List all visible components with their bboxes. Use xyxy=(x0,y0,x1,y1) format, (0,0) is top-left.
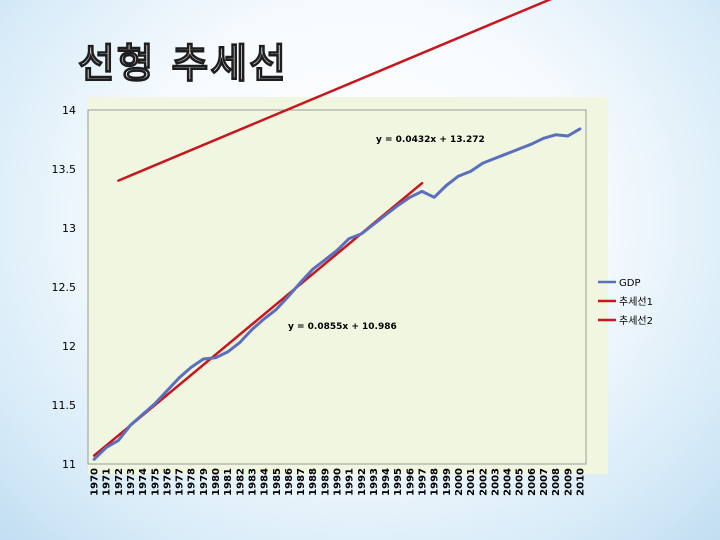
y-axis: 11 11.5 12 12.5 13 13.5 14 xyxy=(52,104,77,471)
x-tick-label: 1997 xyxy=(418,468,429,496)
x-tick-label: 1981 xyxy=(223,468,234,496)
plot-area xyxy=(87,109,587,465)
x-tick-label: 1991 xyxy=(345,468,356,496)
x-tick-label: 2007 xyxy=(539,468,550,496)
x-tick-label: 1999 xyxy=(442,468,453,496)
x-tick-label: 2003 xyxy=(490,468,501,496)
x-tick-label: 1979 xyxy=(199,468,210,496)
x-tick-label: 2000 xyxy=(454,468,465,496)
trend-line-2 xyxy=(117,0,552,182)
x-tick-label: 1988 xyxy=(308,468,319,496)
x-tick-label: 1986 xyxy=(284,468,295,496)
legend-label-1: GDP xyxy=(619,278,640,289)
x-tick-label: 1972 xyxy=(114,468,125,496)
y-tick-label: 11 xyxy=(62,458,76,471)
x-tick-label: 1992 xyxy=(357,468,368,496)
x-tick-label: 1996 xyxy=(405,468,416,496)
x-tick-label: 1982 xyxy=(235,468,246,496)
y-tick-label: 13 xyxy=(62,222,76,235)
x-tick-label: 2008 xyxy=(551,468,562,496)
x-tick-label: 1978 xyxy=(187,468,198,496)
trend-equations: y = 0.0855x + 10.986 y = 0.0432x + 13.272 xyxy=(288,135,485,332)
x-tick-label: 1980 xyxy=(211,468,222,496)
y-tick-label: 12 xyxy=(62,340,76,353)
x-tick-label: 2002 xyxy=(478,468,489,496)
y-tick-label: 12.5 xyxy=(52,281,77,294)
legend: GDP 추세선1 추세선2 xyxy=(598,278,653,327)
x-tick-label: 2010 xyxy=(575,468,586,496)
x-tick-label: 1976 xyxy=(163,468,174,496)
x-tick-label: 1995 xyxy=(393,468,404,496)
slide-title: 선형 추세선 xyxy=(77,40,288,87)
x-tick-label: 1974 xyxy=(138,468,149,496)
trend-equation-1: y = 0.0855x + 10.986 xyxy=(288,322,397,332)
x-tick-label: 1987 xyxy=(296,468,307,496)
y-tick-label: 14 xyxy=(62,104,76,117)
x-tick-label: 2001 xyxy=(466,468,477,496)
x-tick-label: 1970 xyxy=(90,468,101,496)
x-tick-label: 1990 xyxy=(333,468,344,496)
x-tick-label: 1975 xyxy=(150,468,161,496)
legend-label-2: 추세선1 xyxy=(619,296,653,308)
x-axis: 1970 1971 1972 1973 1974 1975 1976 1977 1978 1979… xyxy=(90,468,587,496)
x-tick-label: 1993 xyxy=(369,468,380,496)
trend-equation-2: y = 0.0432x + 13.272 xyxy=(376,135,485,145)
x-tick-label: 2005 xyxy=(515,468,526,496)
legend-label-3: 추세선2 xyxy=(619,315,653,327)
x-tick-label: 1985 xyxy=(272,468,283,496)
x-tick-label: 1971 xyxy=(102,468,113,496)
series-line-gdp xyxy=(92,127,582,461)
x-tick-label: 1989 xyxy=(320,468,331,496)
x-tick-label: 2004 xyxy=(503,468,514,496)
y-tick-label: 13.5 xyxy=(52,163,77,176)
x-tick-label: 1994 xyxy=(381,468,392,496)
y-tick-label: 11.5 xyxy=(52,399,77,412)
x-tick-label: 1998 xyxy=(430,468,441,496)
x-tick-label: 1977 xyxy=(175,468,186,496)
x-tick-label: 1984 xyxy=(260,468,271,496)
series-lines xyxy=(92,0,582,461)
x-tick-label: 2009 xyxy=(563,468,574,496)
x-tick-label: 1973 xyxy=(126,468,137,496)
x-tick-label: 1983 xyxy=(248,468,259,496)
x-tick-label: 2006 xyxy=(527,468,538,496)
